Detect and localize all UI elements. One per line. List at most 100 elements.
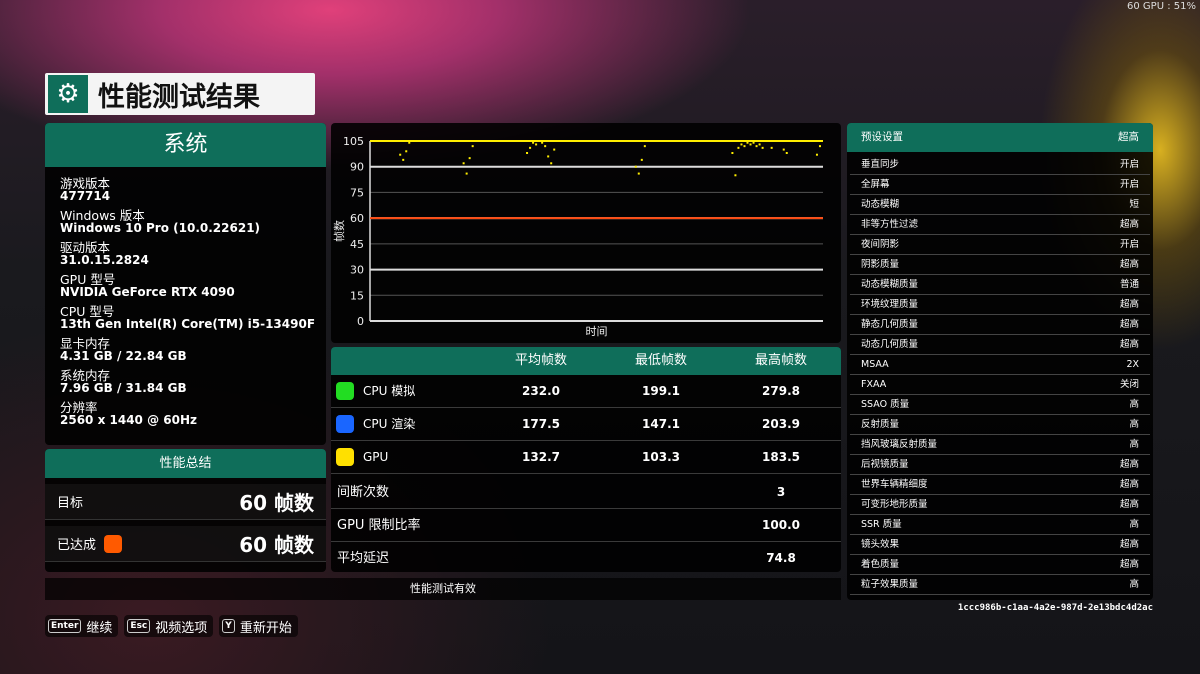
setting-value: 超高	[1119, 319, 1139, 330]
system-info-value: 13th Gen Intel(R) Core(TM) i5-13490F	[60, 317, 316, 331]
button-label: 继续	[86, 620, 113, 636]
system-info-item: Windows 版本 Windows 10 Pro (10.0.22621)	[45, 209, 326, 235]
y-tick-label: 105	[343, 135, 364, 148]
benchmark-valid-status: 性能测试有效	[45, 578, 841, 600]
achieved-value: 60 帧数	[239, 533, 314, 557]
fps-point	[526, 152, 529, 154]
settings-preset-value: 超高	[1118, 131, 1139, 143]
setting-label: 粒子效果质量	[861, 579, 919, 590]
setting-value: 高	[1129, 579, 1139, 590]
setting-value: 普通	[1119, 279, 1139, 290]
summary-title: 性能总结	[45, 449, 326, 478]
setting-label: SSAO 质量	[861, 399, 910, 410]
system-info-label: Windows 版本	[60, 208, 145, 223]
setting-value: 短	[1129, 199, 1139, 210]
gear-icon: ⚙	[48, 75, 88, 113]
fps-point	[550, 162, 553, 165]
button-esc[interactable]: Esc 视频选项	[124, 615, 214, 637]
setting-value: 开启	[1119, 179, 1139, 190]
settings-title: 预设设置	[861, 131, 903, 143]
system-panel: 系统 游戏版本 477714 Windows 版本 Windows 10 Pro (1…	[45, 123, 326, 445]
fps-point	[541, 141, 544, 144]
y-tick-label: 75	[350, 186, 364, 199]
header-avg: 平均帧数	[514, 353, 567, 368]
setting-row: 动态几何质量 超高	[850, 335, 1150, 355]
metric-label: 间断次数	[337, 485, 390, 500]
button-y[interactable]: Y 重新开始	[219, 615, 298, 637]
setting-value: 开启	[1119, 159, 1139, 170]
setting-row: 夜间阴影 开启	[850, 235, 1150, 255]
settings-panel: 预设设置 超高 垂直同步 开启 全屏幕 开启 动态模糊短非等方性过滤 超高 夜间阴影 开启 阴影…	[847, 123, 1153, 600]
setting-value: 超高	[1119, 479, 1139, 490]
setting-label: 垂直同步	[861, 159, 900, 170]
fps-point	[634, 165, 637, 168]
metric-row: 平均延迟 74.8	[331, 542, 841, 572]
setting-row: 可变形地形质量 超高	[850, 495, 1150, 515]
header-blank	[331, 347, 481, 375]
system-info-label: 显卡内存	[60, 336, 111, 351]
setting-row: 后视镜质量 超高	[850, 455, 1150, 475]
table-row: CPU 模拟 232.0 199.1 279.8	[331, 375, 841, 408]
series-color-swatch	[336, 448, 354, 466]
setting-label: 阴影质量	[861, 259, 900, 270]
fps-point	[734, 174, 737, 177]
series-color-swatch	[336, 415, 354, 433]
setting-label: 动态几何质量	[861, 339, 919, 350]
setting-row: 环境纹理质量 超高	[850, 295, 1150, 315]
fps-point	[737, 146, 740, 149]
setting-label: FXAA	[861, 379, 887, 390]
setting-row: SSAO 质量 高	[850, 395, 1150, 415]
setting-value: 超高	[1119, 219, 1139, 230]
metric-value: 74.8	[766, 551, 796, 565]
min-fps: 103.3	[642, 450, 680, 464]
row-label: GPU	[363, 449, 389, 464]
setting-row: MSAA 2X	[850, 355, 1150, 375]
y-tick-label: 60	[350, 212, 364, 225]
fps-point	[462, 162, 465, 165]
y-tick-label: 30	[350, 264, 364, 277]
button-enter[interactable]: Enter 继续	[45, 615, 119, 637]
setting-value: 开启	[1119, 239, 1139, 250]
setting-value: 超高	[1119, 339, 1139, 350]
setting-label: 夜间阴影	[861, 239, 900, 250]
setting-row: 非等方性过滤 超高	[850, 215, 1150, 235]
setting-value: 关闭	[1119, 379, 1139, 390]
setting-label: 全屏幕	[861, 179, 890, 190]
system-info-value: 7.96 GB / 31.84 GB	[60, 381, 187, 395]
row-label-cell: CPU 渲染	[331, 408, 481, 440]
metric-label: 平均延迟	[337, 551, 390, 566]
achieved-label: 已达成	[57, 538, 97, 553]
target-label: 目标	[57, 496, 84, 511]
max-fps: 279.8	[762, 384, 800, 398]
fps-point	[770, 146, 773, 149]
setting-value: 超高	[1119, 499, 1139, 510]
fps-point	[532, 141, 535, 144]
header-max: 最高帧数	[754, 353, 807, 368]
fps-point	[465, 172, 468, 175]
metric-row: GPU 限制比率 100.0	[331, 509, 841, 542]
system-info-value: NVIDIA GeForce RTX 4090	[60, 285, 235, 299]
setting-value: 2X	[1126, 359, 1139, 370]
setting-label: 动态模糊	[861, 199, 900, 210]
fps-point	[553, 148, 556, 151]
system-info-value: 4.31 GB / 22.84 GB	[60, 349, 187, 363]
button-bar: Enter 继续 Esc 视频选项 Y 重新开始	[45, 615, 298, 637]
setting-label: 反射质量	[861, 419, 900, 430]
system-info-value: 2560 x 1440 @ 60Hz	[60, 413, 197, 427]
key-hint-enter: Enter	[48, 619, 82, 633]
fps-point	[749, 143, 752, 146]
setting-row: 阴影质量 超高	[850, 255, 1150, 275]
system-info-item: 显卡内存 4.31 GB / 22.84 GB	[45, 337, 326, 363]
setting-label: 动态模糊质量	[861, 279, 919, 290]
metric-value: 3	[776, 485, 786, 499]
setting-label: 镜头效果	[861, 539, 900, 550]
fps-table: 平均帧数 最低帧数 最高帧数 CPU 模拟 232.0 199.1 279.8 CPU …	[331, 347, 841, 572]
benchmark-id: 1ccc986b-c1aa-4a2e-987d-2e13bdc4d2ac	[957, 603, 1153, 613]
fps-chart: 0 15 30 45 60 75 90 105 时间 帧数	[331, 123, 841, 343]
page-title: 性能测试结果	[98, 81, 260, 113]
fps-point	[740, 143, 743, 146]
setting-label: MSAA	[861, 359, 889, 370]
fps-point	[640, 158, 643, 161]
setting-row: 全屏幕 开启	[850, 175, 1150, 195]
fps-point	[815, 153, 818, 156]
